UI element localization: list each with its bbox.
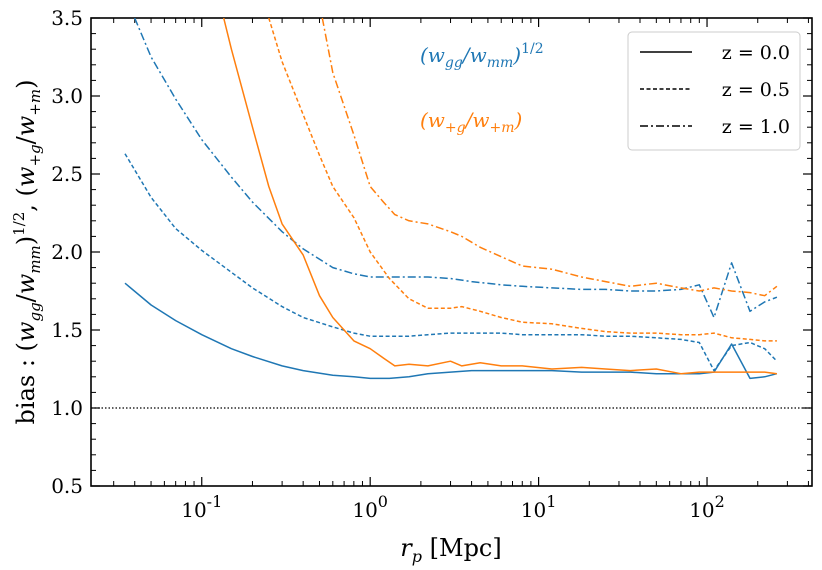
- y-tick-label: 3.0: [51, 84, 83, 108]
- x-tick-label: 10-1: [181, 492, 222, 522]
- annotation-wgg: (wgg/wmm)1/2: [420, 41, 544, 71]
- y-tick-label: 3.5: [51, 6, 83, 30]
- series-line-3: [222, 18, 777, 375]
- y-tick-label: 1.5: [51, 318, 83, 342]
- legend-label: z = 0.0: [722, 42, 790, 64]
- x-tick-label: 100: [352, 492, 388, 522]
- y-axis-label: bias : (wgg/wmm)1/2, (w+g/w+m): [10, 80, 44, 425]
- series-line-4: [268, 18, 777, 342]
- x-axis-label: rp [Mpc]: [400, 534, 501, 566]
- y-tick-label: 0.5: [51, 474, 83, 498]
- legend-label: z = 1.0: [722, 116, 790, 138]
- annotation-wpg: (w+g/w+m): [420, 108, 522, 136]
- x-tick-labels: 10-1 100 101 102: [181, 492, 725, 522]
- x-tick-label: 101: [521, 492, 557, 522]
- y-tick-label: 2.5: [51, 162, 83, 186]
- x-tick-label: 102: [689, 492, 725, 522]
- y-tick-labels: 0.5 1.0 1.5 2.0 2.5 3.0 3.5: [51, 6, 83, 498]
- y-tick-label: 2.0: [51, 240, 83, 264]
- series-line-2: [134, 18, 778, 319]
- series-line-0: [124, 282, 778, 380]
- legend-label: z = 0.5: [722, 79, 790, 101]
- series-line-1: [124, 153, 778, 372]
- y-tick-label: 1.0: [51, 396, 83, 420]
- series-lines: [124, 18, 778, 380]
- series-line-5: [321, 18, 778, 297]
- legend-box: [627, 31, 801, 151]
- legend: z = 0.0 z = 0.5 z = 1.0: [627, 31, 801, 151]
